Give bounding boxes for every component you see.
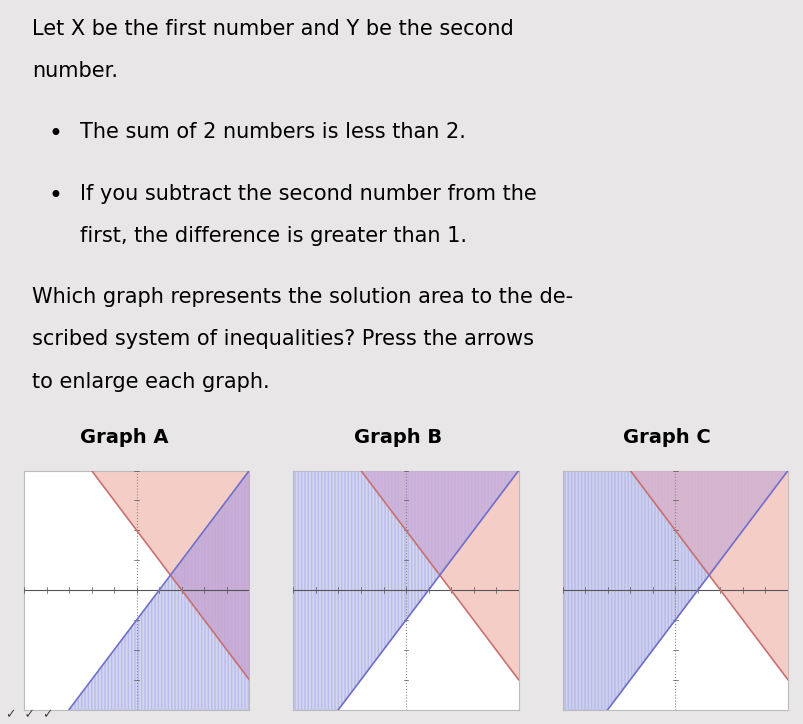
Text: •: • [48,184,62,208]
Text: Let X be the first number and Y be the second: Let X be the first number and Y be the s… [32,19,513,39]
Text: Graph C: Graph C [622,429,711,447]
Text: The sum of 2 numbers is less than 2.: The sum of 2 numbers is less than 2. [80,122,466,143]
Text: number.: number. [32,62,118,81]
Text: •: • [48,122,62,146]
Text: first, the difference is greater than 1.: first, the difference is greater than 1. [80,226,467,246]
Text: ✓  ✓  ✓: ✓ ✓ ✓ [6,709,54,721]
Text: scribed system of inequalities? Press the arrows: scribed system of inequalities? Press th… [32,329,533,350]
Text: to enlarge each graph.: to enlarge each graph. [32,372,270,392]
Text: Graph B: Graph B [353,429,442,447]
Text: Which graph represents the solution area to the de-: Which graph represents the solution area… [32,287,573,307]
Text: Graph A: Graph A [80,429,169,447]
Text: If you subtract the second number from the: If you subtract the second number from t… [80,184,536,203]
